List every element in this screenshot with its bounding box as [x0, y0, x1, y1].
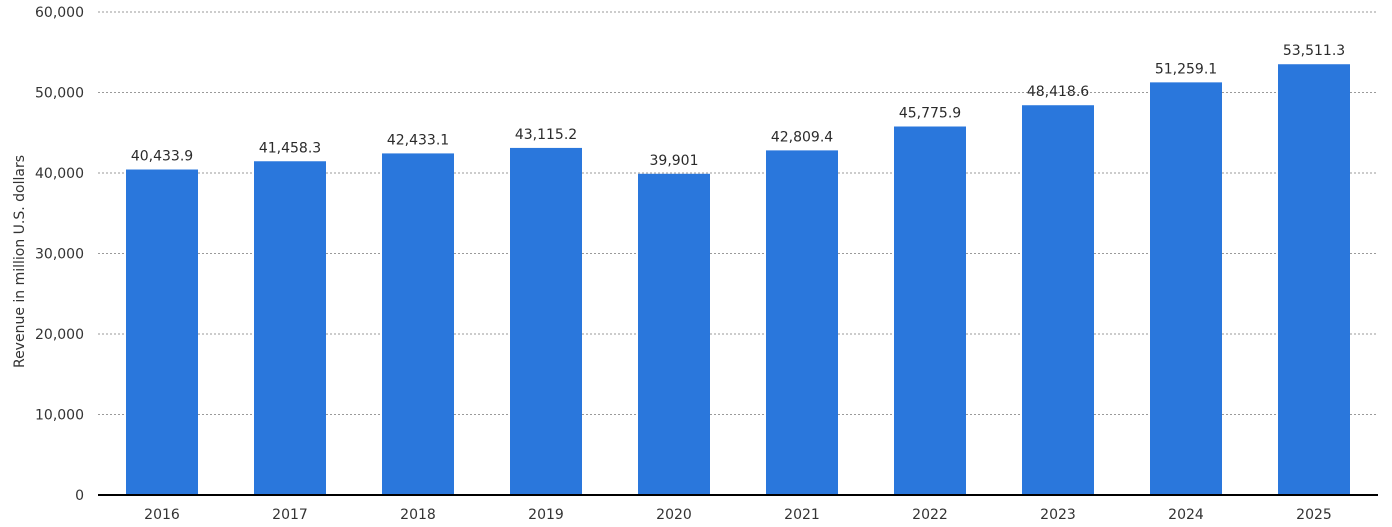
y-tick-label: 10,000 — [35, 408, 84, 424]
data-label-2017: 41,458.3 — [259, 140, 321, 156]
bar-2024[interactable] — [1150, 82, 1222, 495]
data-label-2024: 51,259.1 — [1155, 61, 1217, 77]
data-label-2022: 45,775.9 — [899, 106, 961, 122]
y-axis-ticks: 0 10,000 20,000 30,000 40,000 50,000 60,000 — [35, 5, 84, 504]
x-tick-label-2016: 2016 — [144, 507, 180, 523]
bar-2019[interactable] — [510, 147, 582, 495]
bar-2021[interactable] — [766, 150, 838, 495]
y-tick-label: 40,000 — [35, 166, 84, 182]
x-tick-label-2017: 2017 — [272, 507, 308, 523]
x-tick-label-2023: 2023 — [1040, 507, 1076, 523]
y-axis-label: Revenue in million U.S. dollars — [12, 155, 28, 368]
data-label-2018: 42,433.1 — [387, 132, 449, 148]
data-label-2016: 40,433.9 — [131, 149, 193, 165]
bar-2022[interactable] — [894, 126, 966, 496]
x-tick-label-2022: 2022 — [912, 507, 948, 523]
x-tick-label-2024: 2024 — [1168, 507, 1204, 523]
data-label-2020: 39,901 — [650, 153, 699, 169]
y-tick-label: 0 — [75, 488, 84, 504]
x-axis-ticks: 2016 2017 2018 2019 2020 2021 2022 2023 2024 2025 — [144, 507, 1332, 523]
bar-2016[interactable] — [126, 169, 198, 495]
y-tick-label: 20,000 — [35, 327, 84, 343]
bars — [126, 64, 1350, 496]
data-label-2023: 48,418.6 — [1027, 84, 1089, 100]
x-tick-label-2025: 2025 — [1296, 507, 1332, 523]
x-tick-label-2018: 2018 — [400, 507, 436, 523]
y-tick-label: 50,000 — [35, 86, 84, 102]
data-label-2019: 43,115.2 — [515, 127, 577, 143]
bar-2017[interactable] — [254, 161, 326, 495]
data-label-2025: 53,511.3 — [1283, 43, 1345, 59]
x-tick-label-2021: 2021 — [784, 507, 820, 523]
x-tick-label-2020: 2020 — [656, 507, 692, 523]
data-label-2021: 42,809.4 — [771, 129, 833, 145]
bar-2025[interactable] — [1278, 64, 1350, 495]
x-tick-label-2019: 2019 — [528, 507, 564, 523]
y-tick-label: 60,000 — [35, 5, 84, 21]
y-tick-label: 30,000 — [35, 247, 84, 263]
data-labels: 40,433.9 41,458.3 42,433.1 43,115.2 39,901 42… — [131, 43, 1345, 169]
bar-2020[interactable] — [638, 173, 710, 496]
bar-2023[interactable] — [1022, 105, 1094, 495]
bar-2018[interactable] — [382, 153, 454, 495]
